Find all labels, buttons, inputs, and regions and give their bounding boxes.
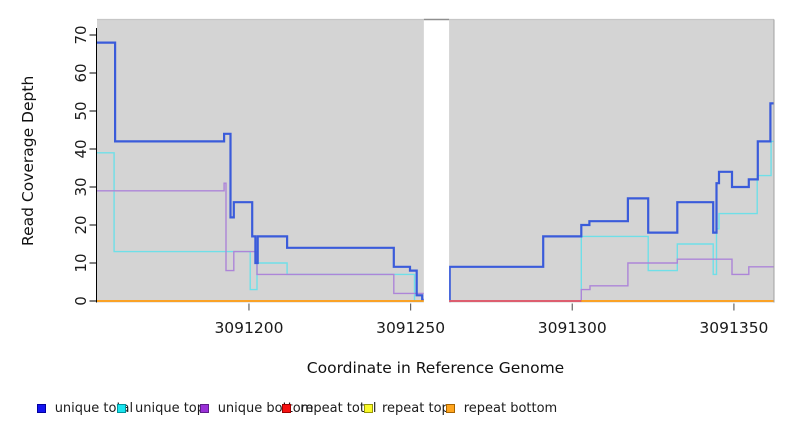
y-tick-label-30: 30 <box>72 177 90 196</box>
unique-top-swatch-icon <box>117 403 126 413</box>
legend-item-unique-top: unique top <box>117 400 205 416</box>
x-tick-label-3091250: 3091250 <box>376 319 445 337</box>
unique-bottom-swatch-icon <box>199 403 209 413</box>
y-tick-label-40: 40 <box>72 139 90 158</box>
series-unique-bottom-segment-2 <box>449 258 774 302</box>
legend-item-repeat-total: repeat total <box>282 400 377 416</box>
repeat-bottom-swatch-icon <box>445 403 455 413</box>
x-axis-title: Coordinate in Reference Genome <box>306 359 565 377</box>
series-unique-total-segment-1 <box>97 41 424 301</box>
unique-total-swatch-icon <box>36 403 46 413</box>
series-unique-total-segment-2 <box>448 102 774 303</box>
repeat-total-swatch-icon <box>282 403 292 413</box>
x-tick-label-3091300: 3091300 <box>538 319 607 337</box>
y-tick-label-0: 0 <box>72 296 90 306</box>
y-tick-label-70: 70 <box>72 25 90 44</box>
x-tick-label-3091350: 3091350 <box>699 319 768 337</box>
legend-label-unique-top: unique top <box>135 400 206 416</box>
legend-item-unique-total: unique total <box>36 400 134 416</box>
y-tick-label-10: 10 <box>72 253 90 272</box>
repeat-top-swatch-icon <box>364 403 373 413</box>
legend-item-repeat-bottom: repeat bottom <box>445 400 558 416</box>
legend-label-repeat-bottom: repeat bottom <box>463 400 558 416</box>
y-tick-label-50: 50 <box>72 101 90 120</box>
legend-label-repeat-top: repeat top <box>382 400 450 416</box>
y-tick-label-60: 60 <box>72 63 90 82</box>
legend-item-repeat-top: repeat top <box>364 400 450 416</box>
legend-label-repeat-total: repeat total <box>300 400 377 416</box>
series-unique-top-segment-2 <box>449 140 774 302</box>
x-tick-label-3091200: 3091200 <box>214 319 283 337</box>
series-unique-top-segment-1 <box>97 152 424 302</box>
no-data-gap-band <box>423 13 450 303</box>
legend-label-unique-total: unique total <box>54 400 134 416</box>
series-unique-bottom-segment-1 <box>97 182 424 295</box>
y-tick-label-20: 20 <box>72 215 90 234</box>
